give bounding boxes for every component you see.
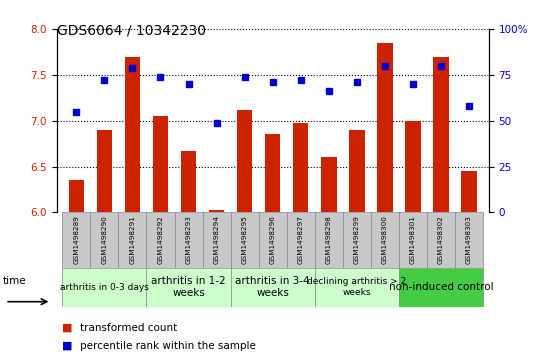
Text: GSM1498290: GSM1498290 (102, 216, 107, 264)
Text: GSM1498297: GSM1498297 (298, 216, 304, 264)
Bar (237, 110, 252, 212)
Bar (146, 212, 174, 268)
Text: GSM1498289: GSM1498289 (73, 216, 79, 264)
Bar (202, 212, 231, 268)
Bar (181, 151, 196, 212)
Bar (343, 212, 371, 268)
Text: arthritis in 3-4
weeks: arthritis in 3-4 weeks (235, 276, 310, 298)
Text: transformed count: transformed count (80, 323, 177, 333)
Text: GSM1498296: GSM1498296 (269, 216, 276, 264)
Bar (259, 212, 287, 268)
Text: arthritis in 1-2
weeks: arthritis in 1-2 weeks (151, 276, 226, 298)
Bar (265, 134, 280, 212)
Bar (315, 212, 343, 268)
Bar (371, 212, 399, 268)
Text: percentile rank within the sample: percentile rank within the sample (80, 341, 256, 351)
Text: GSM1498291: GSM1498291 (130, 216, 136, 264)
Text: GSM1498300: GSM1498300 (382, 216, 388, 264)
Text: GSM1498301: GSM1498301 (410, 216, 416, 264)
Text: GSM1498303: GSM1498303 (466, 216, 472, 264)
Bar (62, 212, 90, 268)
Text: GSM1498293: GSM1498293 (186, 216, 192, 264)
Bar (349, 130, 364, 212)
Text: time: time (3, 276, 26, 286)
Text: non-induced control: non-induced control (389, 282, 494, 292)
Bar (209, 209, 224, 212)
Bar (125, 57, 140, 212)
Text: ■: ■ (62, 323, 72, 333)
Bar (399, 268, 483, 307)
Text: GSM1498294: GSM1498294 (214, 216, 220, 264)
Text: GSM1498298: GSM1498298 (326, 216, 332, 264)
Bar (62, 268, 146, 307)
Text: arthritis in 0-3 days: arthritis in 0-3 days (60, 283, 149, 291)
Bar (146, 268, 231, 307)
Bar (427, 212, 455, 268)
Bar (231, 268, 315, 307)
Text: ■: ■ (62, 341, 72, 351)
Bar (174, 212, 202, 268)
Text: GSM1498299: GSM1498299 (354, 216, 360, 264)
Bar (97, 130, 112, 212)
Bar (315, 268, 399, 307)
Bar (231, 212, 259, 268)
Bar (455, 212, 483, 268)
Text: GSM1498295: GSM1498295 (241, 216, 248, 264)
Bar (433, 57, 449, 212)
Bar (287, 212, 315, 268)
Bar (405, 121, 421, 212)
Text: GSM1498302: GSM1498302 (438, 216, 444, 264)
Bar (118, 212, 146, 268)
Bar (377, 43, 393, 212)
Bar (69, 180, 84, 212)
Bar (90, 212, 118, 268)
Bar (461, 171, 477, 212)
Bar (153, 116, 168, 212)
Bar (293, 123, 308, 212)
Bar (399, 212, 427, 268)
Bar (321, 158, 336, 212)
Text: GDS6064 / 10342230: GDS6064 / 10342230 (57, 24, 206, 38)
Text: declining arthritis > 2
weeks: declining arthritis > 2 weeks (307, 277, 407, 297)
Text: GSM1498292: GSM1498292 (158, 216, 164, 264)
